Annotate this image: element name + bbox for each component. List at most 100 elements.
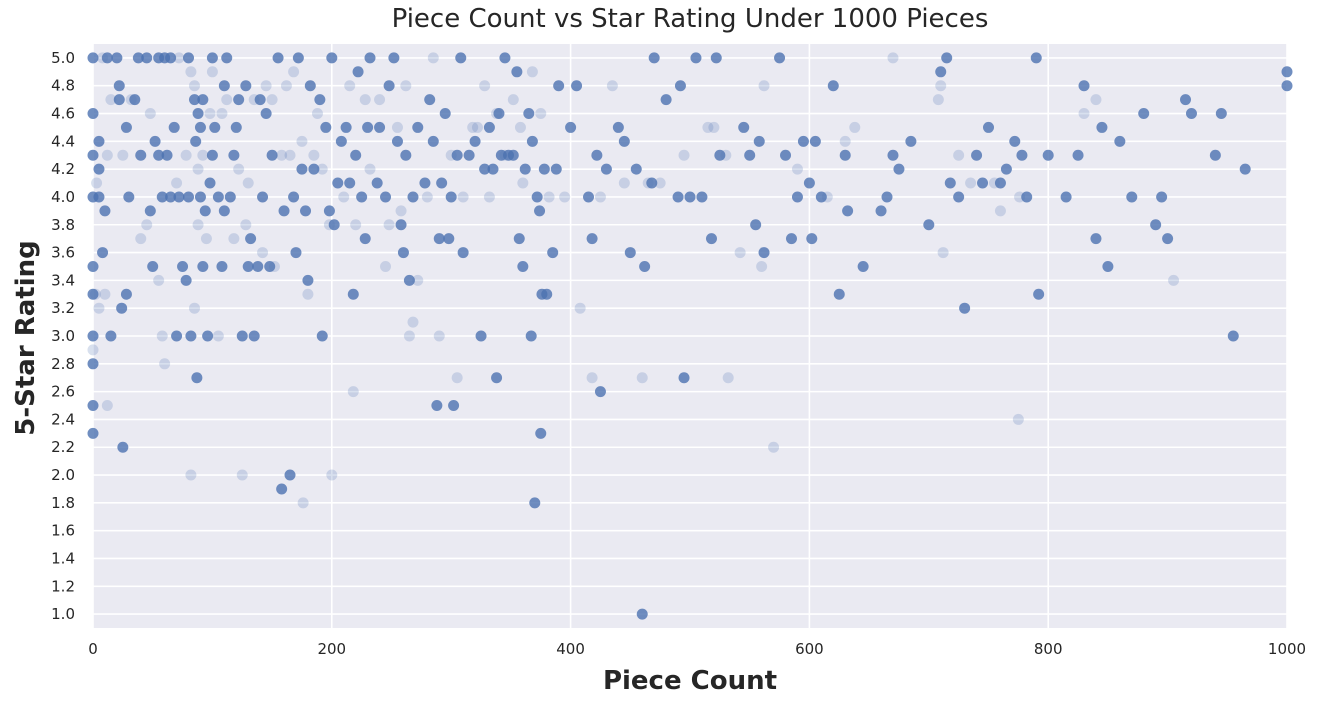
data-point [332,177,344,189]
data-point [875,205,887,217]
faint-data-point [228,233,240,245]
faint-data-point [618,177,630,189]
data-point [209,121,221,133]
data-point [517,260,529,272]
y-tick-label: 2.8 [51,355,75,373]
data-point [535,427,547,439]
faint-data-point [302,288,314,300]
data-point [230,121,242,133]
y-tick-label: 5.0 [51,49,75,67]
data-point [290,247,302,259]
faint-data-point [839,135,851,147]
faint-data-point [117,149,129,161]
data-point [493,108,505,120]
data-point [403,274,415,286]
data-point [491,372,503,384]
data-point [192,108,204,120]
data-point [202,330,214,342]
data-point [132,52,144,64]
faint-data-point [144,108,156,120]
y-tick-label: 2.0 [51,466,75,484]
data-point [180,274,192,286]
data-point [419,177,431,189]
data-point [292,52,304,64]
faint-data-point [427,52,439,64]
faint-data-point [559,191,571,203]
data-point [383,80,395,92]
data-point [774,52,786,64]
data-point [483,121,495,133]
faint-data-point [708,121,720,133]
data-point [887,149,899,161]
data-point [1033,288,1045,300]
data-point [352,66,364,78]
data-point [101,52,113,64]
data-point [218,205,230,217]
data-point [941,52,953,64]
data-point [197,260,209,272]
data-point [326,52,338,64]
data-point [87,427,99,439]
data-point [1021,191,1033,203]
data-point [344,177,356,189]
data-point [431,400,443,412]
faint-data-point [467,121,479,133]
data-point [340,121,352,133]
data-point [1239,163,1251,175]
data-point [445,191,457,203]
data-point [827,80,839,92]
data-point [842,205,854,217]
data-point [173,191,185,203]
data-point [439,108,451,120]
data-point [183,191,195,203]
data-point [750,219,762,231]
x-axis-label: Piece Count [602,666,778,696]
data-point [857,260,869,272]
data-point [1209,149,1221,161]
data-point [161,149,173,161]
y-tick-label: 1.8 [51,494,75,512]
faint-data-point [483,191,495,203]
data-point [194,121,206,133]
data-point [87,149,99,161]
data-point [397,247,409,259]
data-point [499,52,511,64]
faint-data-point [99,288,111,300]
data-point [228,149,240,161]
data-point [583,191,595,203]
data-point [183,52,195,64]
faint-data-point [242,177,254,189]
y-tick-label: 3.6 [51,244,75,262]
data-point [93,191,105,203]
data-point [1180,94,1192,106]
faint-data-point [156,330,168,342]
faint-data-point [280,80,292,92]
faint-data-point [364,163,376,175]
faint-data-point [236,469,248,481]
data-point [507,149,519,161]
data-point [541,288,553,300]
data-point [455,52,467,64]
data-point [224,191,236,203]
data-point [1078,80,1090,92]
faint-data-point [965,177,977,189]
faint-data-point [937,247,949,259]
data-point [153,149,165,161]
faint-data-point [994,205,1006,217]
faint-data-point [391,121,403,133]
y-tick-label: 3.8 [51,216,75,234]
data-point [412,121,424,133]
data-point [833,288,845,300]
faint-data-point [135,233,147,245]
data-point [87,330,99,342]
data-point [463,149,475,161]
faint-data-point [276,149,288,161]
data-point [780,149,792,161]
data-point [513,233,525,245]
faint-data-point [153,274,165,286]
data-point [129,94,141,106]
data-point [252,260,264,272]
faint-data-point [400,80,412,92]
data-point [475,330,487,342]
